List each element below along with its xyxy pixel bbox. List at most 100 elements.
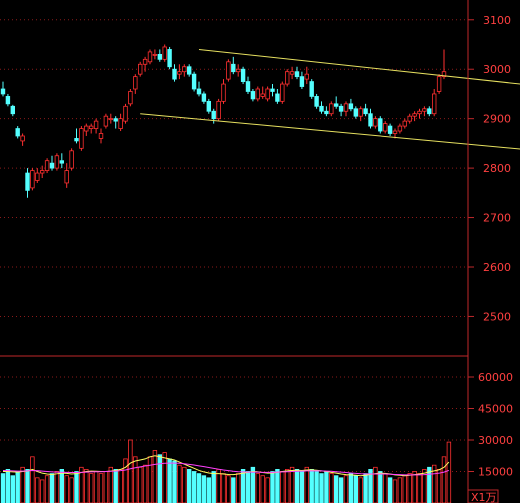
candlestick — [147, 49, 153, 65]
volume-bar — [329, 473, 334, 503]
candlestick — [319, 101, 324, 114]
volume-bar — [74, 471, 79, 503]
candlestick — [235, 64, 241, 77]
volume-bar — [431, 464, 437, 503]
candlestick — [436, 74, 442, 94]
candlestick — [368, 108, 373, 129]
volume-bar — [64, 475, 69, 503]
candlestick — [177, 64, 182, 80]
candlestick — [54, 153, 60, 171]
candlestick — [84, 123, 89, 136]
volume-tick-label: 60000 — [478, 371, 513, 384]
candlestick — [74, 128, 79, 144]
volume-bar — [275, 468, 280, 503]
volume-bar — [89, 473, 94, 503]
candlestick — [378, 116, 383, 134]
candlestick — [5, 93, 11, 107]
volume-bar — [147, 456, 153, 503]
volume-bar — [40, 479, 45, 503]
price-axis: 3100 3000 2900 2800 2700 2600 2500 — [468, 14, 511, 323]
candlestick — [103, 113, 109, 129]
candlestick — [98, 128, 104, 144]
candlestick — [309, 79, 314, 99]
candlestick — [338, 103, 344, 117]
candlestick — [128, 89, 133, 107]
candlestick — [162, 44, 167, 62]
candlestick — [422, 106, 427, 117]
candlestick — [255, 86, 260, 102]
candlestick — [427, 106, 432, 117]
volume-bar — [20, 466, 25, 503]
volume-bar — [226, 475, 231, 503]
volume-bar — [338, 477, 344, 503]
candlestick — [284, 69, 290, 87]
price-panel — [0, 19, 520, 317]
volume-bar — [235, 473, 241, 503]
volume-bar — [54, 471, 60, 503]
volume-bar — [407, 473, 412, 503]
volume-bar — [186, 468, 192, 503]
volume-bar — [270, 471, 275, 503]
candlestick — [89, 123, 94, 134]
candlestick — [20, 133, 25, 146]
volume-bar — [255, 473, 260, 503]
candlestick — [402, 118, 407, 129]
volume-bar — [348, 473, 354, 503]
candlestick — [353, 106, 358, 119]
candlestick — [382, 121, 388, 134]
volume-bar — [245, 471, 251, 503]
volume-bar — [358, 477, 363, 503]
volume-bar — [10, 475, 15, 503]
volume-bar — [378, 471, 383, 503]
candlestick — [49, 155, 55, 171]
candlestick — [133, 74, 138, 94]
candlestick — [412, 111, 417, 122]
volume-bar — [0, 473, 6, 503]
volume-bar — [108, 466, 113, 503]
candlestick — [358, 106, 363, 122]
volume-bar — [35, 477, 40, 503]
volume-bar — [44, 475, 50, 503]
volume-bar — [59, 468, 64, 503]
volume-tick-label: 15000 — [478, 466, 513, 479]
volume-bar — [15, 471, 20, 503]
candlestick — [299, 71, 305, 89]
volume-bar — [216, 468, 221, 503]
candlestick — [0, 81, 6, 97]
volume-bar — [402, 475, 407, 503]
volume-bar — [265, 477, 270, 503]
volume-bar — [397, 477, 403, 503]
volume-bar — [373, 466, 378, 503]
volume-bar — [196, 473, 202, 503]
candlestick — [40, 165, 45, 178]
candlestick — [270, 84, 275, 97]
volume-bar — [324, 471, 329, 503]
volume-bar — [382, 473, 388, 503]
candlestick — [167, 46, 172, 70]
volume-bar — [137, 466, 143, 503]
volume-bar — [446, 441, 452, 503]
candlestick — [329, 101, 334, 117]
volume-bar — [333, 475, 339, 503]
volume-bar — [103, 471, 109, 503]
volume-bar — [49, 473, 55, 503]
candlestick — [69, 148, 74, 171]
volume-bar — [84, 468, 89, 503]
candlestick — [314, 93, 319, 109]
candlestick — [392, 128, 398, 139]
candlestick — [265, 86, 270, 102]
price-tick-label: 2500 — [483, 310, 511, 323]
volume-bar — [98, 473, 104, 503]
volume-bar — [167, 458, 172, 503]
volume-bar — [5, 468, 11, 503]
candlestick — [216, 98, 221, 122]
volume-bar — [30, 456, 35, 503]
volume-bar — [441, 456, 447, 503]
candlestick — [294, 66, 300, 80]
price-tick-label: 2600 — [483, 261, 511, 274]
candlestick — [387, 123, 393, 136]
candlestick — [431, 89, 437, 117]
volume-bar — [157, 454, 162, 503]
candlestick — [333, 96, 339, 109]
volume-bar — [123, 458, 128, 503]
